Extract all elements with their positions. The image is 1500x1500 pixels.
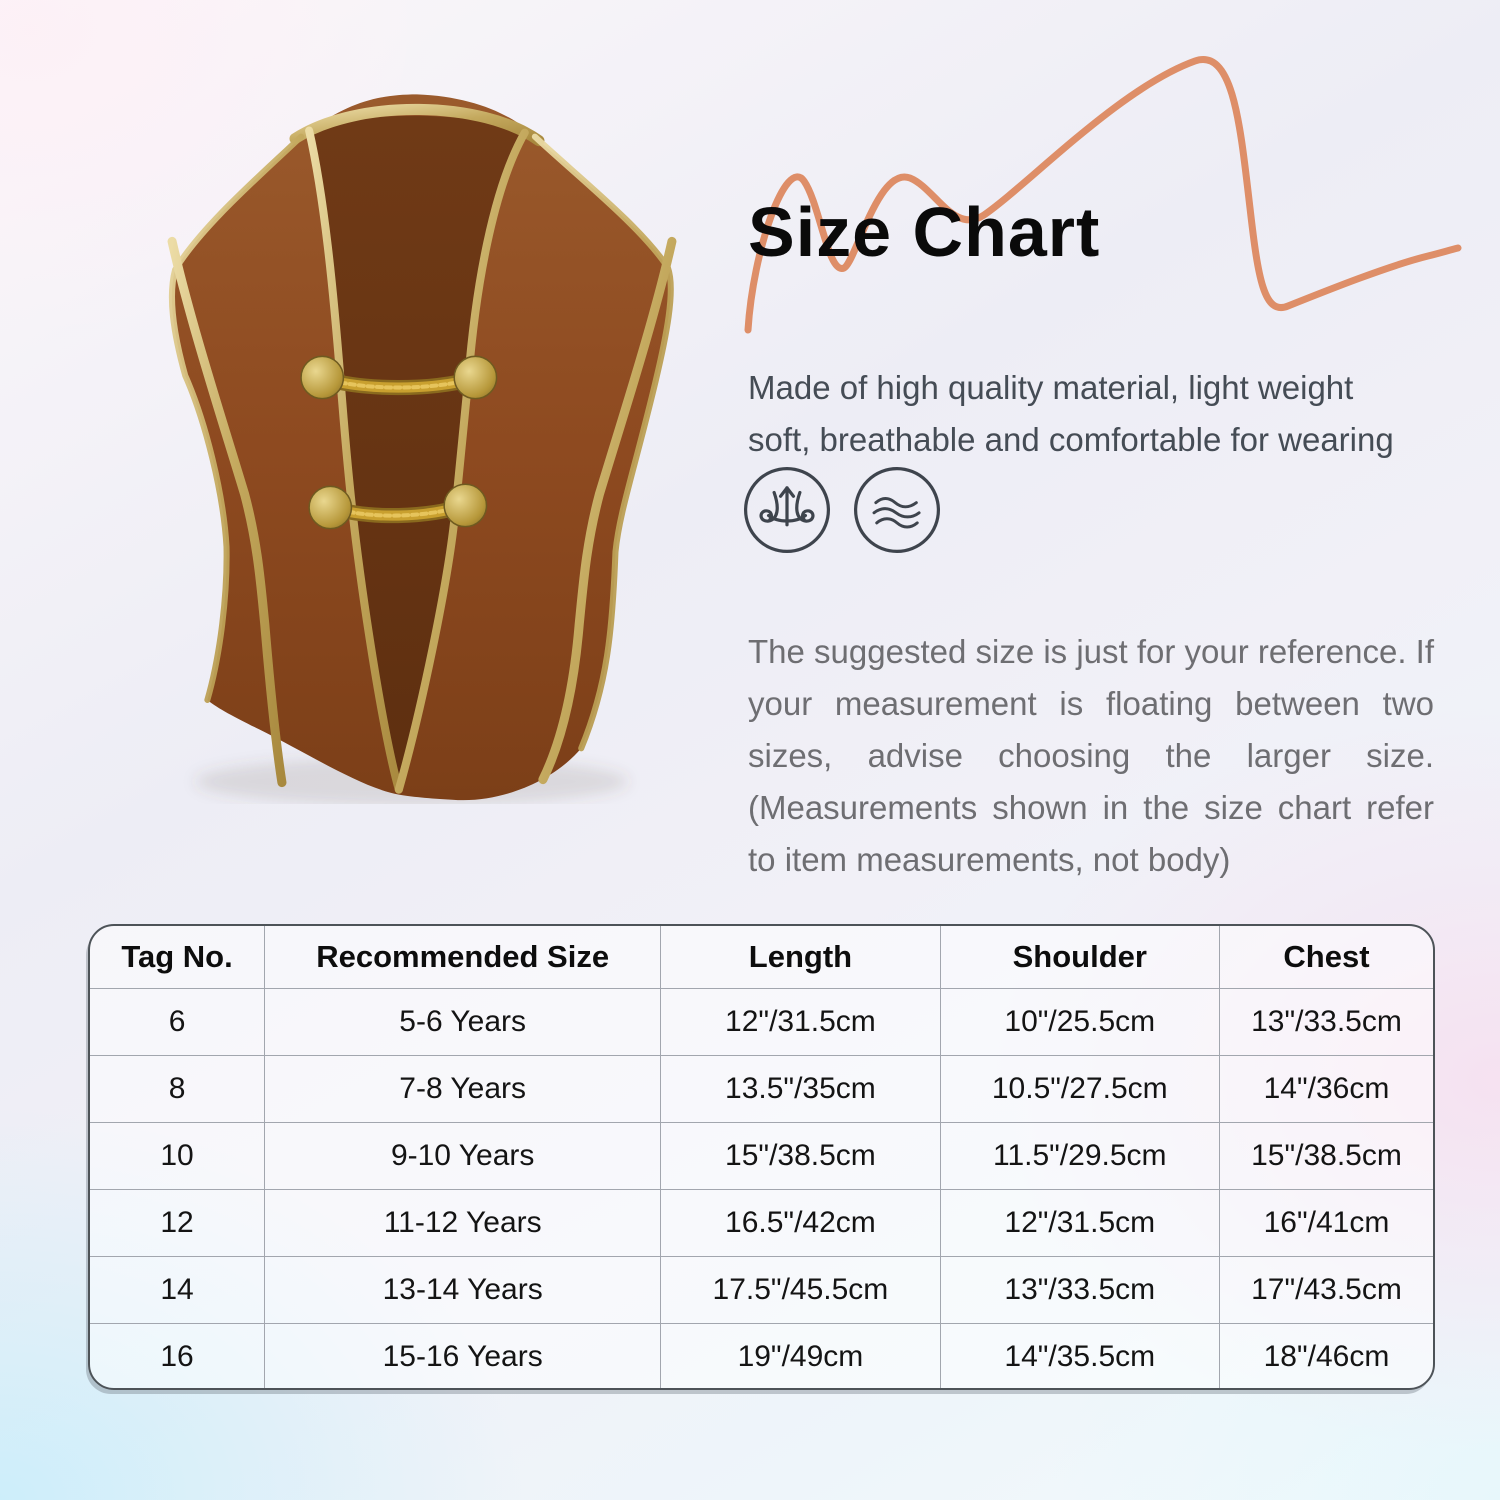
table-cell: 13"/33.5cm [1218, 988, 1433, 1056]
breathable-fabric-icon [743, 466, 831, 554]
table-row: 12 11-12 Years 16.5"/42cm 12"/31.5cm 16"/41c… [90, 1189, 1433, 1257]
table-cell: 5-6 Years [264, 988, 662, 1056]
table-cell: 15"/38.5cm [1218, 1122, 1433, 1190]
description-line-2: soft, breathable and comfortable for wea… [748, 421, 1394, 458]
table-cell: 9-10 Years [264, 1122, 662, 1190]
vest-button [453, 355, 498, 400]
table-cell: 13-14 Years [264, 1256, 662, 1324]
table-row: 8 7-8 Years 13.5"/35cm 10.5"/27.5cm 14"/36cm [90, 1055, 1433, 1123]
vest-inner-panel [309, 115, 525, 790]
table-row: 16 15-16 Years 19"/49cm 14"/35.5cm 18"/46cm [90, 1323, 1433, 1388]
table-cell: 10 [90, 1122, 266, 1190]
table-cell: 11.5"/29.5cm [939, 1122, 1220, 1190]
product-description: Made of high quality material, light wei… [748, 362, 1394, 466]
table-cell: 14"/36cm [1218, 1055, 1433, 1123]
vest-button [443, 483, 488, 528]
feature-icons [741, 464, 943, 556]
table-cell: 14 [90, 1256, 266, 1324]
table-header: Tag No. Recommended Size Length Shoulder Che… [90, 926, 1433, 989]
vest-gold-outer-trim-left [168, 133, 305, 703]
vest-gold-side-band-right [538, 236, 677, 785]
table-row: 14 13-14 Years 17.5"/45.5cm 13"/33.5cm 17"/4… [90, 1256, 1433, 1324]
table-cell: 17"/43.5cm [1218, 1256, 1433, 1324]
column-header: Length [660, 926, 941, 989]
table-cell: 14"/35.5cm [939, 1323, 1220, 1388]
vest-button [308, 485, 353, 530]
column-header: Recommended Size [264, 926, 662, 989]
product-image-vest [167, 94, 677, 804]
column-header: Shoulder [939, 926, 1220, 989]
table-cell: 18"/46cm [1218, 1323, 1433, 1388]
vest-gold-v-trim-left [305, 126, 403, 794]
table-body: 6 5-6 Years 12"/31.5cm 10"/25.5cm 13"/33.5cm… [90, 988, 1433, 1388]
table-cell: 10"/25.5cm [939, 988, 1220, 1056]
table-cell: 11-12 Years [264, 1189, 662, 1257]
squiggle-path [744, 56, 1462, 334]
sizing-note: The suggested size is just for your refe… [748, 633, 1434, 878]
page-title: Size Chart [748, 193, 1101, 271]
table-cell: 10.5"/27.5cm [939, 1055, 1220, 1123]
table-cell: 12"/31.5cm [939, 1189, 1220, 1257]
table-row: 10 9-10 Years 15"/38.5cm 11.5"/29.5cm 15"/38… [90, 1122, 1433, 1190]
size-chart-table: Tag No. Recommended Size Length Shoulder Che… [90, 926, 1433, 1388]
table-cell: 8 [90, 1055, 266, 1123]
table-cell: 15-16 Years [264, 1323, 662, 1388]
soft-wave-icon [853, 466, 941, 554]
table-cell: 16"/41cm [1218, 1189, 1433, 1257]
column-header: Chest [1218, 926, 1433, 989]
table-cell: 16 [90, 1323, 266, 1388]
description-line-1: Made of high quality material, light wei… [748, 369, 1354, 406]
table-cell: 15"/38.5cm [660, 1122, 941, 1190]
vest-gold-neck-trim [289, 103, 545, 147]
vest-gold-v-trim-right [394, 128, 529, 794]
table-cell: 12 [90, 1189, 266, 1257]
vest-gold-side-band-left [167, 236, 287, 788]
table-cell: 13"/33.5cm [939, 1256, 1220, 1324]
table-cell: 12"/31.5cm [660, 988, 941, 1056]
table-cell: 16.5"/42cm [660, 1189, 941, 1257]
table-cell: 13.5"/35cm [660, 1055, 941, 1123]
decorative-squiggle-line [744, 56, 1462, 334]
size-chart-table-container: Tag No. Recommended Size Length Shoulder Che… [88, 924, 1435, 1390]
vest-button [300, 355, 345, 400]
table-cell: 19"/49cm [660, 1323, 941, 1388]
vest-gold-outer-trim-right [531, 133, 674, 752]
table-row: 6 5-6 Years 12"/31.5cm 10"/25.5cm 13"/33.5cm [90, 988, 1433, 1056]
table-cell: 7-8 Years [264, 1055, 662, 1123]
column-header: Tag No. [90, 926, 266, 989]
table-cell: 6 [90, 988, 266, 1056]
table-header-row: Tag No. Recommended Size Length Shoulder Che… [90, 926, 1433, 989]
table-cell: 17.5"/45.5cm [660, 1256, 941, 1324]
